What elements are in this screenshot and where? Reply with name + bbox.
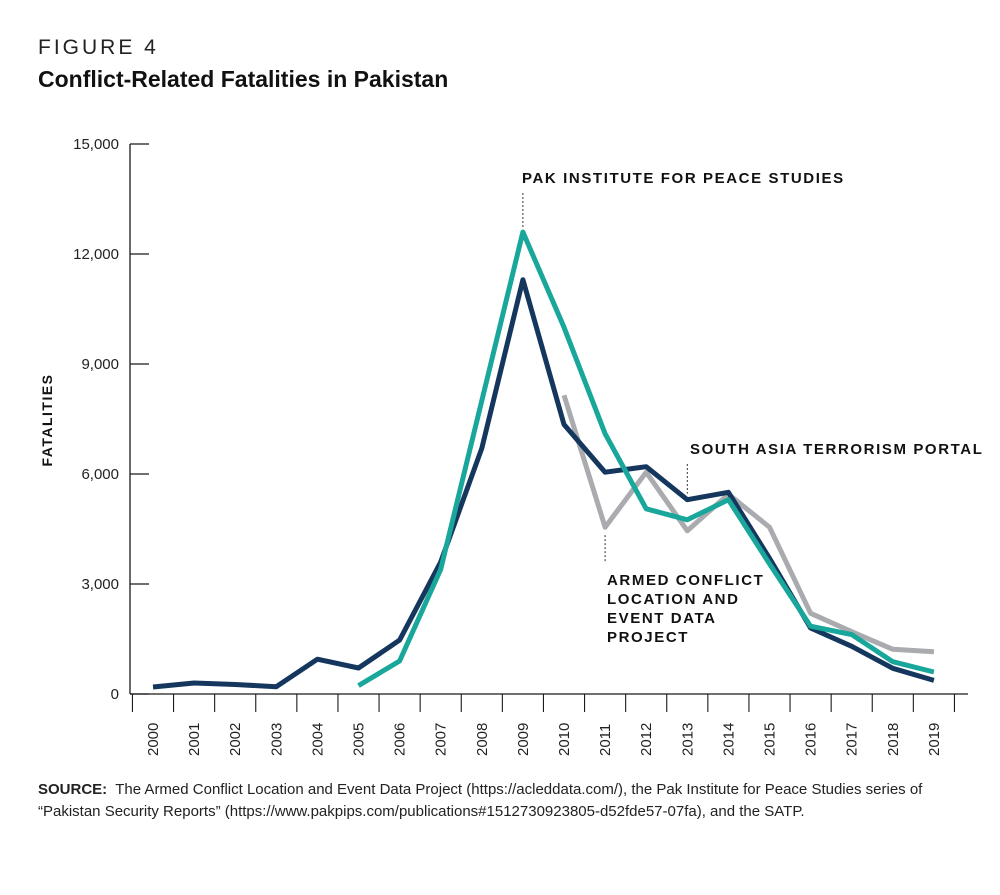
annotation-label: PAK INSTITUTE FOR PEACE STUDIES [522, 170, 845, 187]
x-tick-label: 2001 [186, 723, 203, 756]
source-label: SOURCE: [38, 781, 108, 798]
annotation-label: ARMED CONFLICT [607, 572, 764, 589]
y-tick-label: 3,000 [81, 576, 119, 593]
annotation-label: EVENT DATA [607, 610, 717, 627]
series-line [561, 394, 935, 655]
y-tick-label: 9,000 [81, 356, 119, 373]
y-tick-label: 0 [111, 686, 119, 703]
x-tick-label: 2010 [556, 723, 573, 756]
x-tick-label: 2004 [309, 723, 326, 756]
x-tick-label: 2005 [351, 723, 368, 756]
x-tick-label: 2018 [885, 723, 902, 756]
source-note: SOURCE: The Armed Conflict Location and … [38, 779, 978, 823]
axes: 0 3,000 6,000 9,000 12,000 15,000 FATALITIES 20… [39, 136, 968, 756]
y-tick-label: 15,000 [73, 136, 119, 153]
annotation-label: LOCATION AND [607, 591, 740, 608]
x-tick-label: 2015 [762, 723, 779, 756]
x-tick-label: 2007 [433, 723, 450, 756]
y-axis-title: FATALITIES [39, 373, 55, 466]
x-tick-label: 2019 [926, 723, 943, 756]
x-tick-label: 2012 [638, 723, 655, 756]
annotation-label: SOUTH ASIA TERRORISM PORTAL [690, 441, 983, 458]
x-tick-label: 2016 [803, 723, 820, 756]
x-tick-label: 2000 [145, 723, 162, 756]
figure-title: Conflict-Related Fatalities in Pakistan [38, 66, 449, 92]
source-text: The Armed Conflict Location and Event Da… [38, 781, 923, 820]
x-tick-label: 2006 [392, 723, 409, 756]
x-tick-label: 2009 [515, 723, 532, 756]
annotation-label: PROJECT [607, 629, 689, 646]
annotation-layer: PAK INSTITUTE FOR PEACE STUDIES SOUTH ASI… [522, 170, 983, 646]
x-tick-label: 2002 [227, 723, 244, 756]
x-tick-label: 2008 [474, 723, 491, 756]
x-tick-label: 2011 [597, 724, 614, 756]
y-tick-label: 12,000 [73, 246, 119, 263]
x-tick-label: 2013 [679, 723, 696, 756]
x-tick-label: 2017 [844, 723, 861, 756]
y-tick-label: 6,000 [81, 466, 119, 483]
x-tick-label: 2014 [720, 723, 737, 756]
x-tick-label: 2003 [268, 723, 285, 756]
figure-label: FIGURE 4 [38, 36, 159, 59]
series-layer [152, 229, 935, 690]
series-line [357, 229, 935, 688]
